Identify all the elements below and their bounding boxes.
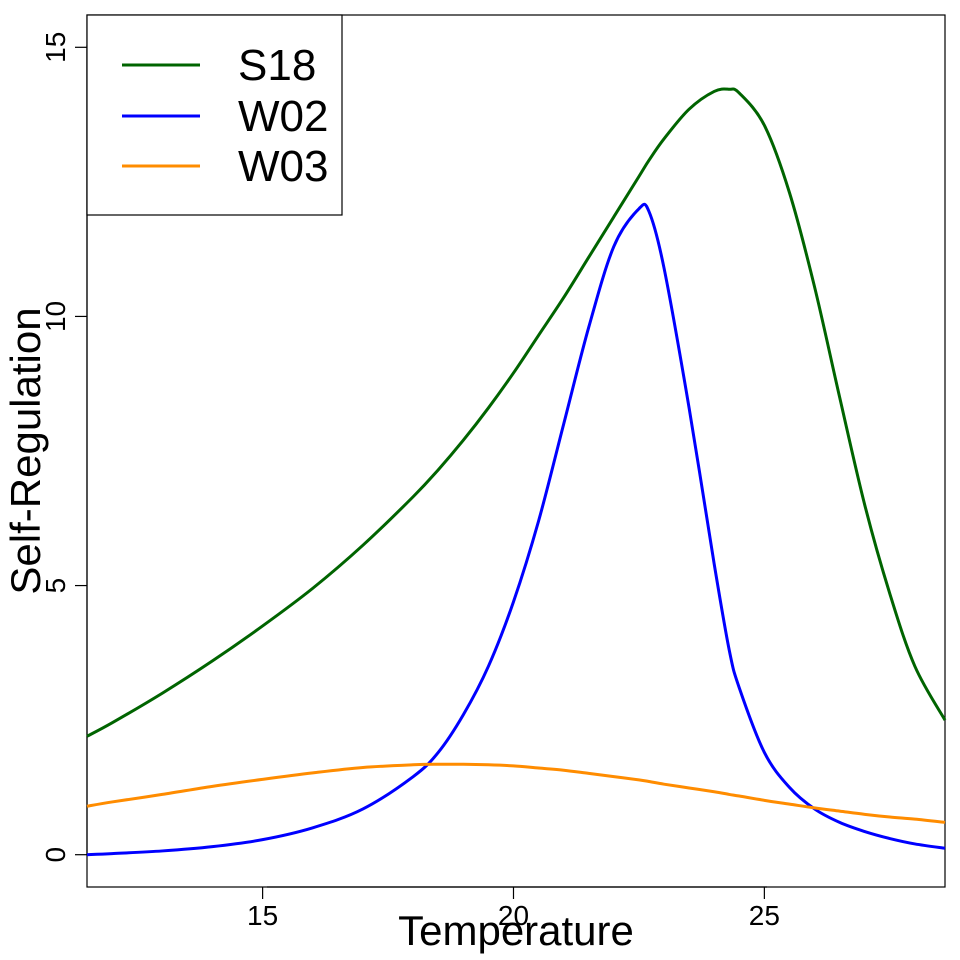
series-line-w03	[86, 762, 946, 824]
y-tick-label: 5	[40, 578, 71, 594]
y-axis: 0 5 10 15	[40, 32, 88, 863]
series-line-w02	[86, 202, 946, 857]
legend-label-s18: S18	[238, 41, 316, 90]
x-axis-title: Temperature	[398, 907, 634, 954]
legend-label-w02: W02	[238, 92, 328, 141]
series-line-s18	[86, 87, 947, 738]
x-tick-label: 20	[498, 900, 529, 931]
x-tick-label: 15	[247, 900, 278, 931]
y-tick-label: 10	[40, 301, 71, 332]
legend: S18 W02 W03	[86, 14, 343, 216]
x-axis: 15 20 25	[247, 886, 780, 931]
x-tick-label: 25	[749, 900, 780, 931]
y-tick-label: 15	[40, 32, 71, 63]
legend-label-w03: W03	[238, 142, 328, 191]
y-tick-label: 0	[40, 847, 71, 863]
y-axis-title: Self-Regulation	[2, 307, 49, 594]
series-layer	[86, 87, 947, 857]
